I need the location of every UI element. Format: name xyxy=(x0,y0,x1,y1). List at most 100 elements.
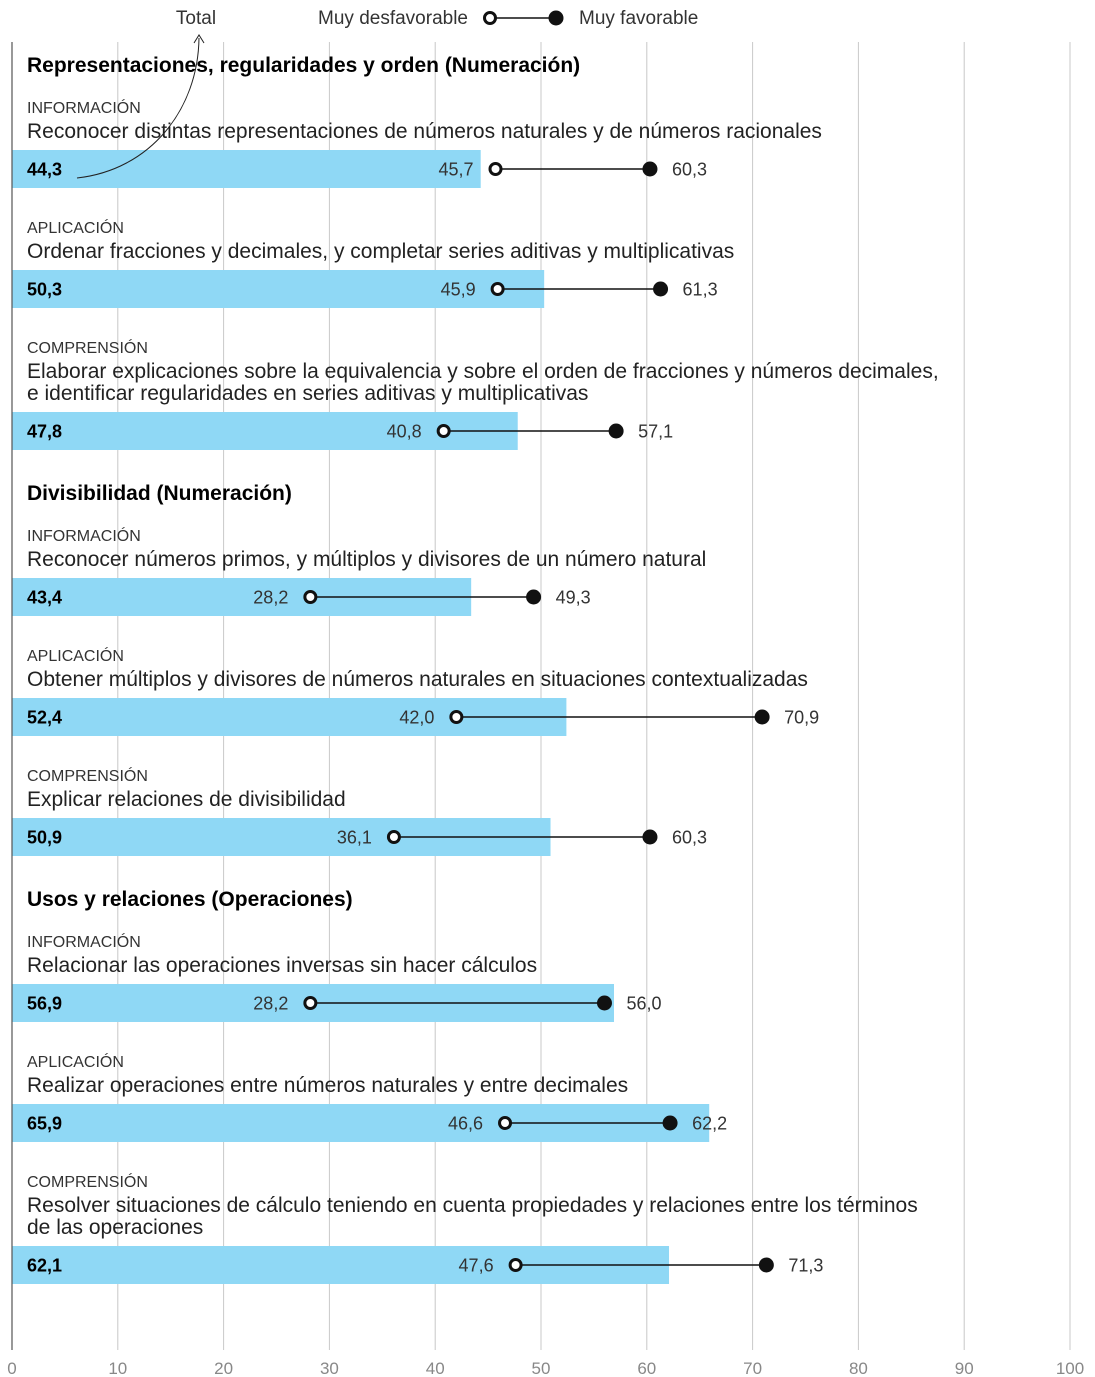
chart-row: APLICACIÓN Obtener múltiplos y divisores … xyxy=(12,646,819,736)
high-value-label: 70,9 xyxy=(784,708,819,728)
description-label: Realizar operaciones entre números natur… xyxy=(27,1074,628,1097)
x-tick-label-80: 80 xyxy=(849,1359,868,1377)
total-value-label: 50,3 xyxy=(27,280,62,300)
high-value-marker xyxy=(596,995,612,1011)
high-value-label: 56,0 xyxy=(626,994,661,1014)
total-value-label: 65,9 xyxy=(27,1114,62,1134)
x-tick-label-60: 60 xyxy=(637,1359,656,1377)
high-value-label: 49,3 xyxy=(556,588,591,608)
total-value-label: 62,1 xyxy=(27,1256,62,1276)
low-value-marker xyxy=(490,282,505,296)
low-value-label: 28,2 xyxy=(253,994,288,1014)
section-title: Usos y relaciones (Operaciones) xyxy=(27,888,353,911)
chart-row: APLICACIÓN Realizar operaciones entre núm… xyxy=(12,1052,727,1142)
total-value-label: 44,3 xyxy=(27,160,62,180)
high-value-label: 60,3 xyxy=(672,828,707,848)
high-value-marker xyxy=(754,709,770,725)
legend: Total Muy desfavorable Muy favorable xyxy=(176,8,698,29)
low-value-label: 28,2 xyxy=(253,588,288,608)
chart-row: COMPRENSIÓN Explicar relaciones de divisi… xyxy=(12,766,707,856)
x-tick-label-20: 20 xyxy=(214,1359,233,1377)
x-tick-label-50: 50 xyxy=(532,1359,551,1377)
low-value-label: 47,6 xyxy=(459,1256,494,1276)
x-tick-label-100: 100 xyxy=(1056,1359,1084,1377)
legend-total-label: Total xyxy=(176,8,216,29)
low-value-marker xyxy=(386,830,401,844)
description-label: Resolver situaciones de cálculo teniendo… xyxy=(27,1194,918,1217)
low-value-marker xyxy=(449,710,464,724)
high-value-marker xyxy=(526,589,542,605)
description-label: de las operaciones xyxy=(27,1216,203,1239)
high-value-label: 60,3 xyxy=(672,160,707,180)
low-value-label: 40,8 xyxy=(387,422,422,442)
total-value-label: 52,4 xyxy=(27,708,62,728)
high-value-label: 71,3 xyxy=(788,1256,823,1276)
high-value-marker xyxy=(642,161,658,177)
x-tick-label-40: 40 xyxy=(426,1359,445,1377)
level-label: INFORMACIÓN xyxy=(27,526,141,545)
level-label: COMPRENSIÓN xyxy=(27,1172,148,1191)
low-value-marker xyxy=(436,424,451,438)
high-value-marker xyxy=(642,829,658,845)
description-label: Reconocer distintas representaciones de … xyxy=(27,120,822,143)
chart-row: INFORMACIÓN Reconocer números primos, y m… xyxy=(12,526,706,616)
grid xyxy=(117,42,1071,1350)
section-title: Representaciones, regularidades y orden … xyxy=(27,54,580,77)
legend-high-label: Muy favorable xyxy=(579,8,698,29)
level-label: COMPRENSIÓN xyxy=(27,766,148,785)
low-value-marker xyxy=(303,996,318,1010)
total-bar xyxy=(12,270,545,308)
legend-low-marker xyxy=(483,11,497,25)
low-value-label: 45,9 xyxy=(441,280,476,300)
x-tick-label-70: 70 xyxy=(743,1359,762,1377)
description-label: Reconocer números primos, y múltiplos y … xyxy=(27,548,706,571)
chart-row: INFORMACIÓN Relacionar las operaciones in… xyxy=(12,932,662,1022)
low-value-label: 46,6 xyxy=(448,1114,483,1134)
high-value-marker xyxy=(662,1115,678,1131)
low-value-marker xyxy=(303,590,318,604)
total-bar xyxy=(12,150,481,188)
chart-row: INFORMACIÓN Reconocer distintas represent… xyxy=(12,98,822,188)
high-value-label: 61,3 xyxy=(683,280,718,300)
total-value-label: 47,8 xyxy=(27,422,62,442)
description-label: e identificar regularidades en series ad… xyxy=(27,382,588,405)
total-bar xyxy=(12,412,518,450)
x-tick-label-30: 30 xyxy=(320,1359,339,1377)
chart-row: COMPRENSIÓN Elaborar explicaciones sobre … xyxy=(12,338,939,450)
low-value-marker xyxy=(508,1258,523,1272)
high-value-label: 62,2 xyxy=(692,1114,727,1134)
chart-rows: Representaciones, regularidades y orden … xyxy=(12,54,939,1284)
low-value-label: 45,7 xyxy=(438,160,473,180)
total-value-label: 56,9 xyxy=(27,994,62,1014)
low-value-label: 36,1 xyxy=(337,828,372,848)
description-label: Relacionar las operaciones inversas sin … xyxy=(27,954,537,977)
section-title: Divisibilidad (Numeración) xyxy=(27,482,292,505)
legend-low-label: Muy desfavorable xyxy=(318,8,468,29)
level-label: COMPRENSIÓN xyxy=(27,338,148,357)
chart-row: APLICACIÓN Ordenar fracciones y decimales… xyxy=(12,218,734,308)
description-label: Ordenar fracciones y decimales, y comple… xyxy=(27,240,734,263)
x-tick-label-90: 90 xyxy=(955,1359,974,1377)
total-annotation-arrowhead xyxy=(193,34,205,44)
description-label: Obtener múltiplos y divisores de números… xyxy=(27,668,808,691)
description-label: Elaborar explicaciones sobre la equivale… xyxy=(27,360,939,383)
low-value-marker xyxy=(498,1116,513,1130)
high-value-marker xyxy=(653,281,669,297)
total-value-label: 50,9 xyxy=(27,828,62,848)
low-value-label: 42,0 xyxy=(399,708,434,728)
high-value-label: 57,1 xyxy=(638,422,673,442)
level-label: APLICACIÓN xyxy=(27,218,124,237)
low-value-marker xyxy=(488,162,503,176)
high-value-marker xyxy=(758,1257,774,1273)
level-label: APLICACIÓN xyxy=(27,646,124,665)
description-label: Explicar relaciones de divisibilidad xyxy=(27,788,346,811)
level-label: INFORMACIÓN xyxy=(27,932,141,951)
total-value-label: 43,4 xyxy=(27,588,62,608)
x-axis-ticks: 0 10 20 30 40 50 60 70 80 90 100 xyxy=(7,1359,1084,1377)
legend-high-marker xyxy=(548,10,564,26)
total-annotation-curve xyxy=(76,37,200,179)
high-value-marker xyxy=(608,423,624,439)
chart-row: COMPRENSIÓN Resolver situaciones de cálcu… xyxy=(12,1172,918,1284)
level-label: INFORMACIÓN xyxy=(27,98,141,117)
